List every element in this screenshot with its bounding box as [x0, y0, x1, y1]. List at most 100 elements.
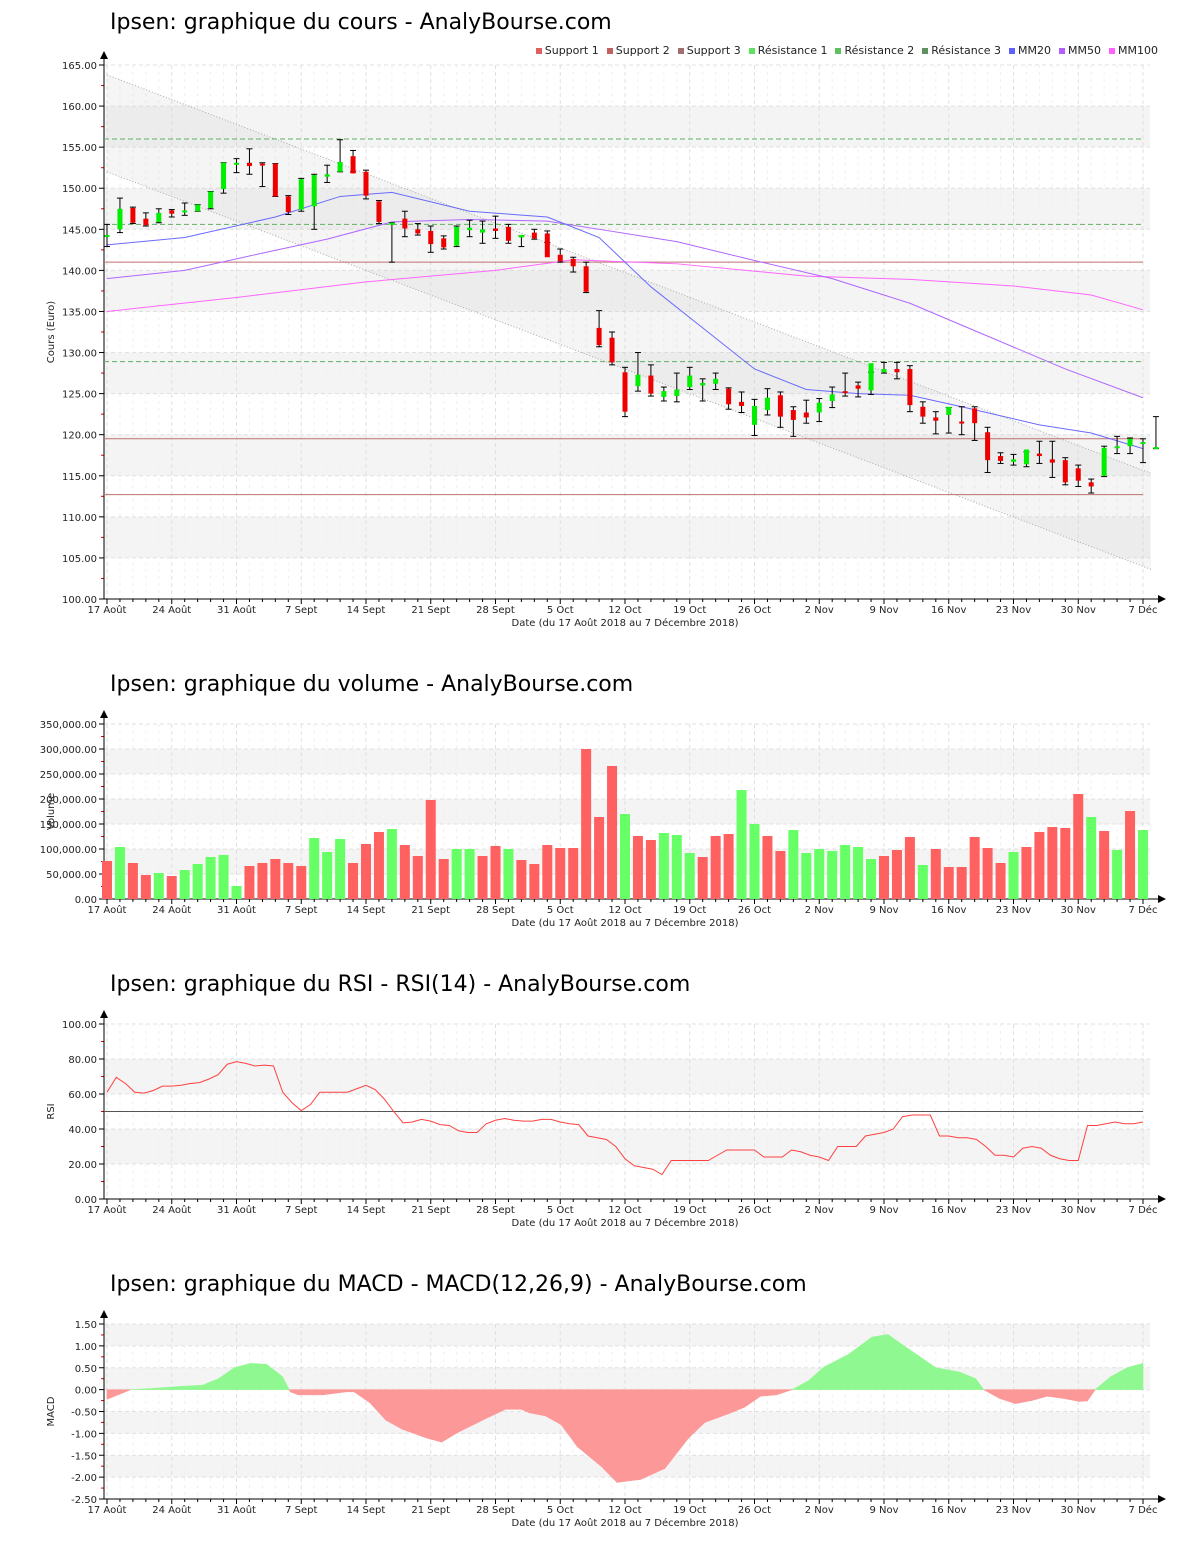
volume-bar — [309, 838, 320, 899]
candle — [337, 139, 344, 173]
x-tick-label: 28 Sept — [476, 605, 515, 616]
volume-bar — [270, 859, 281, 899]
macd-negative-area — [1015, 1389, 1032, 1404]
candle — [1114, 435, 1121, 455]
y-tick-label: 350,000.00 — [40, 720, 97, 731]
volume-bar — [542, 845, 553, 899]
volume-bar — [749, 824, 760, 899]
macd-chart-title: Ipsen: graphique du MACD - MACD(12,26,9)… — [110, 1272, 807, 1297]
macd-negative-area — [576, 1389, 602, 1467]
candle — [155, 208, 162, 224]
volume-bar — [361, 844, 371, 899]
macd-negative-area — [401, 1389, 427, 1439]
rsi-plot: 0.00 20.00 40.00 60.00 80.00 100.00 17 Août 24 … — [46, 1010, 1166, 1229]
volume-bar — [516, 860, 527, 899]
volume-bar — [412, 856, 423, 899]
volume-bar — [1047, 827, 1058, 899]
candle — [829, 386, 836, 409]
macd-negative-area — [744, 1389, 761, 1408]
x-tick-label: 9 Nov — [869, 1505, 898, 1516]
trend-channel — [107, 74, 1151, 570]
y-tick-label: 100,000.00 — [40, 845, 97, 856]
legend-swatch — [677, 47, 684, 54]
x-tick-label: 30 Nov — [1061, 905, 1097, 916]
x-axis-label: Date (du 17 Août 2018 au 7 Décembre 2018… — [512, 1217, 739, 1229]
macd-negative-area — [728, 1389, 745, 1415]
volume-bar — [179, 870, 190, 899]
macd-negative-area — [1078, 1389, 1088, 1402]
volume-bar — [1034, 832, 1045, 899]
x-tick-label: 17 Août — [88, 1504, 127, 1516]
macd-negative-area — [321, 1389, 347, 1396]
x-tick-label: 2 Nov — [805, 1205, 834, 1216]
candle — [233, 158, 240, 174]
x-tick-label: 30 Nov — [1061, 1505, 1097, 1516]
volume-bar — [710, 836, 721, 899]
x-tick-label: 19 Oct — [673, 905, 706, 916]
legend-label: MM20 — [1018, 44, 1052, 57]
candle — [997, 452, 1004, 464]
macd-negative-area — [999, 1389, 1016, 1405]
x-tick-label: 28 Sept — [476, 1505, 515, 1516]
candle — [246, 148, 253, 175]
macd-negative-area — [457, 1389, 474, 1433]
candle — [116, 197, 123, 234]
y-axis-label: Volume — [46, 793, 57, 830]
volume-bar — [801, 853, 812, 899]
legend-item: MM100 — [1109, 44, 1158, 57]
volume-bar — [788, 830, 799, 899]
price-chart-title: Ipsen: graphique du cours - AnalyBourse.… — [110, 10, 612, 35]
legend-item: MM50 — [1059, 44, 1101, 57]
legend-swatch — [748, 47, 755, 54]
y-tick-label: 165.00 — [62, 61, 97, 72]
x-tick-label: 26 Oct — [738, 905, 771, 916]
legend-item: Support 1 — [535, 44, 599, 57]
candle — [557, 248, 564, 263]
y-axis-label: MACD — [46, 1396, 57, 1426]
candle — [686, 366, 693, 391]
y-tick-label: 1.50 — [75, 1320, 97, 1331]
x-tick-label: 31 Août — [217, 604, 256, 616]
volume-bar — [1073, 794, 1084, 899]
candle — [790, 406, 797, 437]
macd-negative-area — [600, 1389, 618, 1484]
x-tick-label: 24 Août — [152, 1204, 191, 1216]
volume-bar — [671, 835, 682, 899]
x-tick-label: 2 Nov — [805, 1505, 834, 1516]
macd-positive-area — [234, 1362, 251, 1390]
volume-bar — [283, 863, 294, 899]
volume-bar — [373, 832, 384, 899]
y-tick-label: 160.00 — [62, 102, 97, 113]
candle — [414, 223, 421, 236]
candle — [751, 398, 758, 437]
volume-bar — [658, 833, 669, 899]
x-tick-label: 7 Déc — [1129, 1204, 1158, 1216]
candle — [531, 228, 538, 240]
volume-bar — [697, 857, 708, 899]
x-tick-label: 5 Oct — [547, 605, 574, 616]
y-tick-label: 80.00 — [68, 1055, 97, 1066]
legend-label: Support 1 — [544, 44, 599, 57]
volume-bar — [943, 867, 954, 899]
candle — [881, 361, 887, 374]
candle — [842, 372, 849, 397]
y-tick-label: -2.50 — [71, 1495, 97, 1506]
volume-bar — [1099, 831, 1110, 899]
mm50-line — [106, 218, 1144, 399]
macd-negative-area — [776, 1389, 793, 1396]
volume-bar — [1021, 847, 1032, 899]
macd-negative-area — [640, 1389, 666, 1480]
x-tick-label: 23 Nov — [996, 605, 1032, 616]
macd-negative-area — [289, 1389, 299, 1396]
legend-item: Support 2 — [606, 44, 670, 57]
grid-band — [104, 749, 1150, 774]
candle — [570, 256, 577, 273]
rsi-line — [106, 1061, 1144, 1176]
x-tick-label: 24 Août — [152, 1504, 191, 1516]
x-tick-label: 23 Nov — [996, 1205, 1032, 1216]
volume-bar — [995, 863, 1006, 899]
candle — [893, 361, 900, 380]
candle — [142, 212, 149, 227]
x-tick-label: 17 Août — [88, 604, 127, 616]
x-tick-label: 14 Sept — [347, 905, 386, 916]
